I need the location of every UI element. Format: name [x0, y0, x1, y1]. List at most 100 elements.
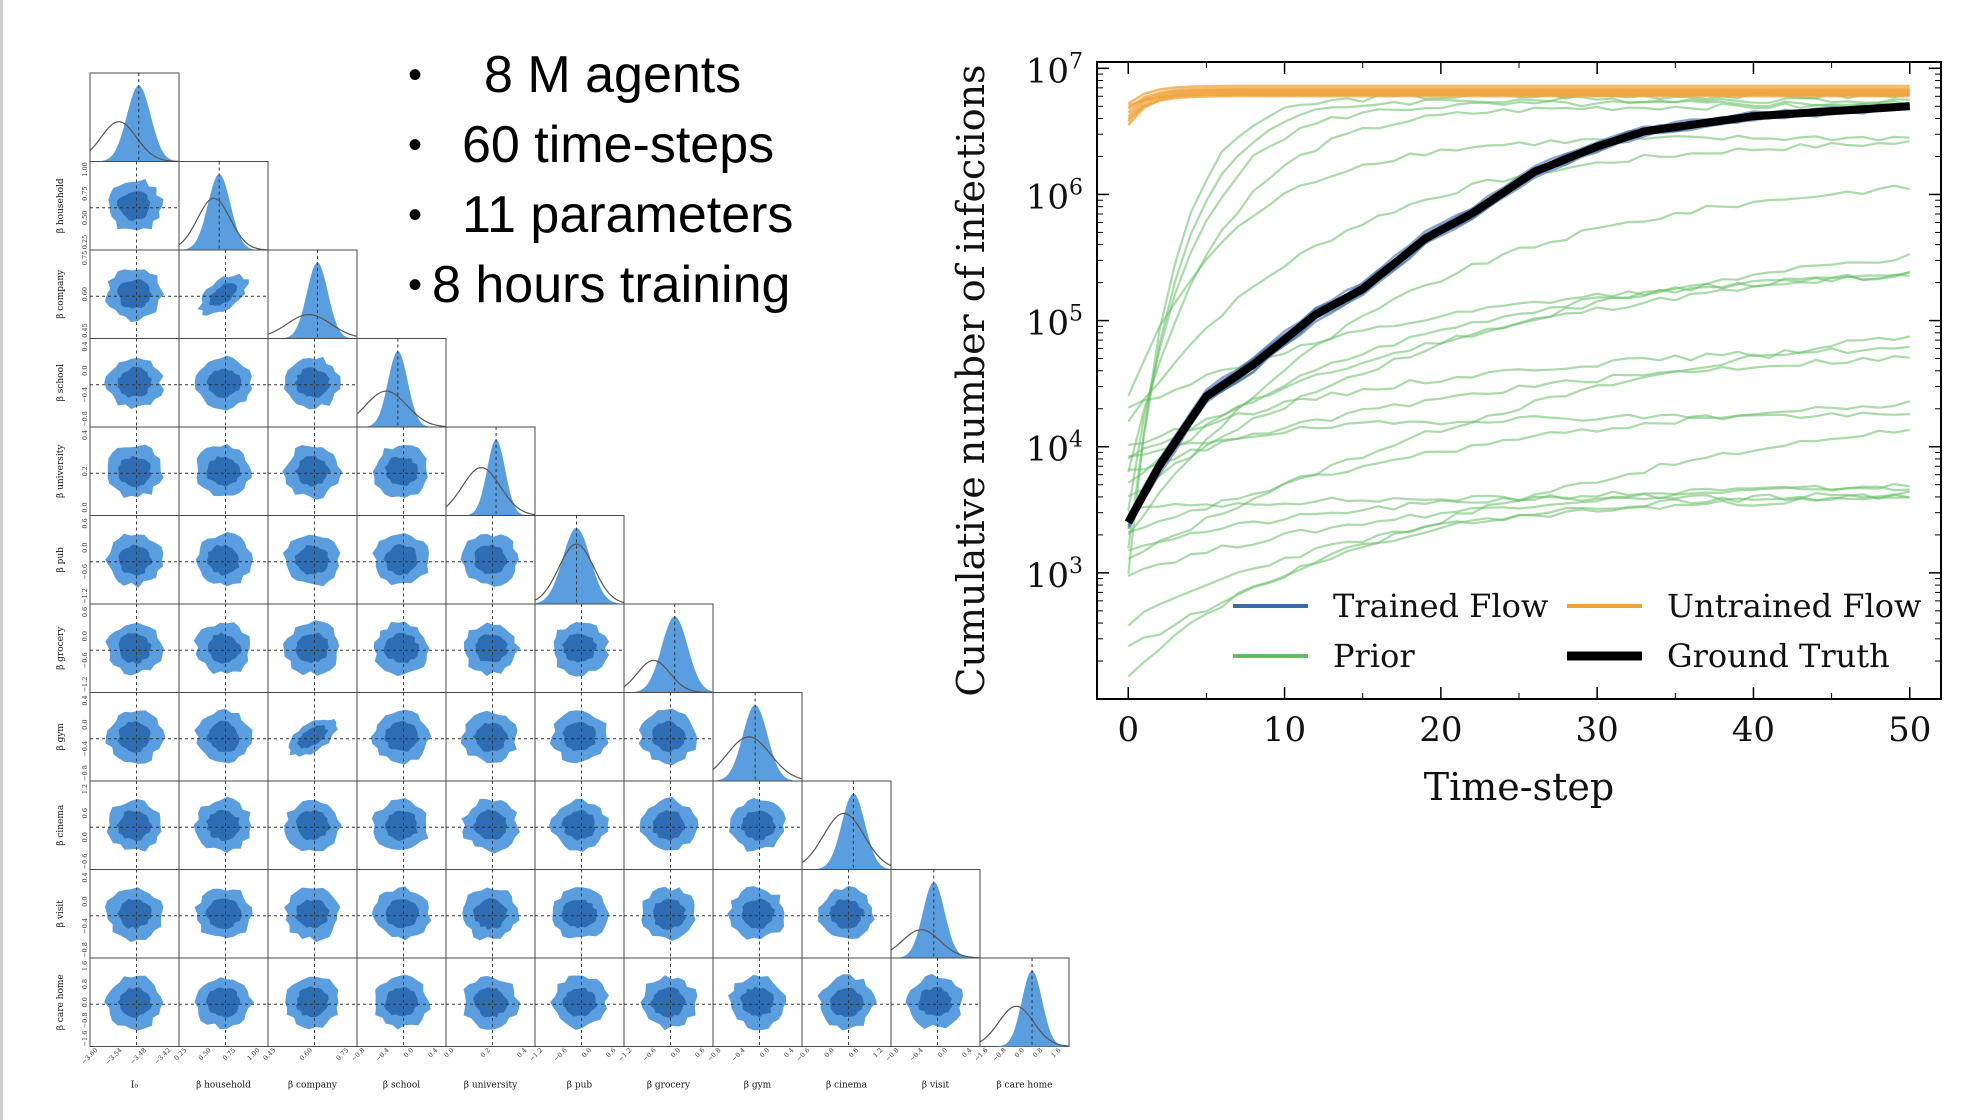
y-axis-label: β pub: [56, 547, 66, 573]
contour-68: [294, 367, 330, 398]
posterior-marginal: [90, 85, 179, 162]
posterior-marginal: [357, 351, 446, 427]
contour-68: [561, 809, 596, 841]
x-axis-label: β visit: [922, 1081, 950, 1091]
x-tick-label: 0.0: [669, 1046, 682, 1059]
y-tick-label: 0.25: [81, 235, 89, 249]
pair-cell: [356, 780, 447, 870]
marginal-cell: [534, 515, 625, 605]
y-tick-label: −0.8: [81, 411, 89, 427]
pair-cell: [267, 957, 358, 1047]
y-tick-label: −0.4: [81, 918, 89, 934]
marginal-cell: [712, 692, 803, 782]
bullet-text: 60 time-steps: [462, 116, 775, 174]
contour-68: [561, 633, 597, 663]
y-tick-label: 105: [1026, 302, 1083, 344]
y-tick-label: 0.0: [81, 997, 89, 1007]
x-tick-label: 0.75: [221, 1046, 237, 1062]
y-axis-label: β school: [56, 364, 66, 401]
x-tick-label: −0.4: [730, 1046, 747, 1063]
pair-cell: [623, 957, 714, 1047]
x-tick-label: −0.8: [706, 1046, 723, 1063]
pair-cell: [445, 869, 536, 959]
pair-cell: [267, 515, 358, 605]
prior-line: [1127, 482, 1910, 577]
y-axis-label: Cumulative number of infections: [949, 64, 993, 696]
prior-marginal: [534, 543, 625, 604]
contour-68: [295, 986, 329, 1018]
pair-cell: [712, 869, 803, 959]
y-tick-label: −0.6: [81, 652, 89, 668]
y-tick-label: 1.2: [81, 784, 89, 794]
pair-cell: [712, 780, 803, 870]
pair-cell: [89, 338, 180, 428]
prior-line: [1127, 335, 1910, 560]
bullet-dot: •: [408, 52, 423, 97]
y-tick-label: −0.8: [81, 1012, 89, 1028]
y-tick-label: −0.4: [81, 387, 89, 403]
contour-68: [653, 898, 687, 930]
contour-68: [918, 986, 953, 1017]
contour-68: [650, 987, 687, 1018]
x-axis-label: Time-step: [1424, 765, 1614, 809]
y-axis-label: β household: [56, 178, 66, 233]
y-axis-label: β company: [56, 269, 66, 319]
y-axis-label: β visit: [56, 900, 66, 928]
x-tick-label: 0.0: [402, 1046, 415, 1059]
pair-cell: [890, 957, 981, 1047]
ground-truth-line: [1124, 102, 1910, 525]
pair-cell: [445, 603, 536, 693]
x-tick-label: 40: [1732, 710, 1775, 750]
contour-68: [118, 544, 152, 576]
pair-cell: [89, 957, 180, 1047]
prior-marginal: [801, 812, 892, 867]
posterior-marginal: [268, 262, 357, 339]
bullet-list: • 8 M agents • 60 time-steps • 11 parameter…: [400, 40, 920, 320]
pair-cell: [534, 869, 625, 959]
pair-cell: [89, 515, 180, 605]
pair-cell: [89, 161, 180, 251]
y-tick-label: 1.6: [81, 961, 89, 971]
contour-68: [206, 720, 240, 752]
pair-cell: [534, 692, 625, 782]
bullet-dot: •: [408, 192, 423, 237]
x-axis-label: β care home: [996, 1081, 1052, 1091]
y-axis-label: β gym: [56, 723, 66, 751]
contour-68: [295, 899, 330, 929]
y-tick-label: 107: [1026, 49, 1083, 91]
contour-68: [206, 368, 242, 399]
infections-chart: 0 10 20 30 40 50 103 104 105 106 107 Time-step Cumul…: [949, 49, 1942, 809]
bullet-text: 8 hours training: [432, 256, 791, 314]
contour-68: [384, 720, 419, 752]
y-tick-label: −0.8: [81, 765, 89, 781]
pair-cell: [178, 426, 269, 516]
x-tick-label: 0.2: [479, 1046, 492, 1059]
pair-cell: [89, 249, 180, 339]
pair-cell: [178, 869, 269, 959]
marginal-cell: [801, 780, 892, 870]
prior-marginal: [356, 390, 447, 428]
pair-cell: [623, 780, 714, 870]
x-tick-label: 0.0: [580, 1046, 593, 1059]
y-tick-label: −0.6: [81, 854, 89, 870]
posterior-marginal: [535, 528, 624, 604]
contour-68: [830, 987, 864, 1017]
x-axis-label: β household: [196, 1081, 251, 1091]
prior-marginal: [267, 314, 358, 337]
contour-68: [209, 283, 238, 306]
contour-68: [297, 724, 328, 749]
y-tick-label: 0.75: [81, 186, 89, 200]
prior-line: [1127, 270, 1911, 484]
y-tick-label: 0.2: [81, 466, 89, 476]
bullet-item: • 11 parameters: [400, 180, 920, 250]
x-tick-label: −3.60: [80, 1046, 100, 1066]
contour-68: [473, 809, 508, 840]
contour-68: [207, 544, 240, 576]
untrained-flow-line: [1127, 84, 1910, 105]
contour-68: [117, 720, 151, 753]
prior-line: [1127, 271, 1910, 460]
pair-cell: [267, 603, 358, 693]
x-tick-label: −0.4: [374, 1046, 391, 1063]
pair-cell: [801, 869, 892, 959]
